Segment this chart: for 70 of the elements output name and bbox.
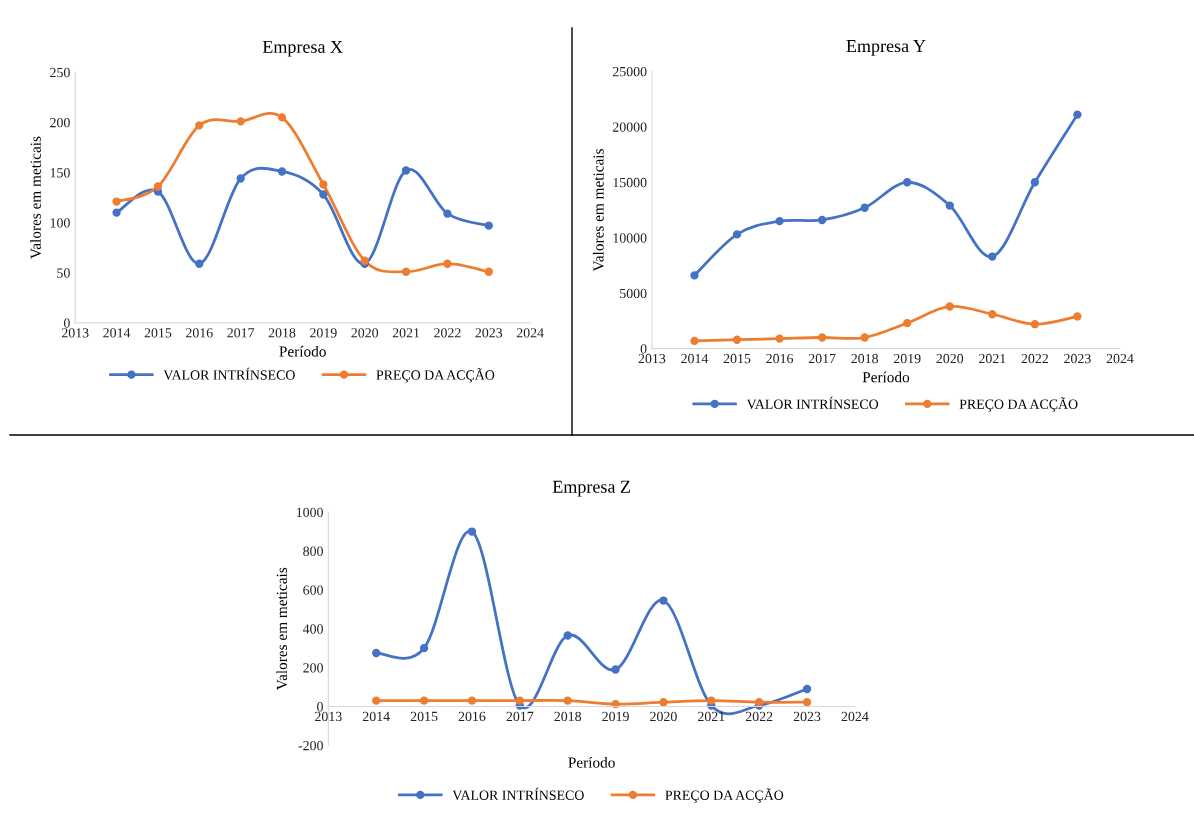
x-tick-label: 2016 (458, 711, 486, 722)
legend-label: VALOR INTRÍNSECO (452, 787, 584, 800)
legend-label: VALOR INTRÍNSECO (746, 396, 879, 409)
y-tick-label: 5000 (620, 288, 647, 299)
y-tick-label: 400 (302, 624, 323, 634)
x-tick-label: 2021 (698, 711, 725, 722)
x-tick-label: 2020 (650, 711, 677, 722)
chart-title: Empresa Z (552, 480, 630, 497)
y-tick-label: 150 (50, 168, 70, 178)
x-tick-label: 2017 (506, 711, 534, 722)
x-tick-label: 2023 (475, 328, 503, 338)
x-tick-label: 2016 (766, 353, 794, 364)
x-axis-title: Período (862, 371, 910, 383)
y-tick-label: 200 (303, 663, 323, 673)
x-tick-label: 2014 (362, 711, 390, 722)
y-tick-label: 200 (50, 117, 70, 128)
x-tick-label: 2020 (936, 353, 964, 364)
y-axis-title: Valores em meticais (592, 149, 604, 272)
x-tick-label: 2017 (808, 353, 836, 364)
x-tick-label: 2022 (745, 711, 773, 722)
y-axis-title: Valores em meticais (30, 136, 41, 259)
x-tick-label: 2023 (1064, 353, 1091, 364)
x-tick-label: 2020 (351, 328, 379, 338)
x-tick-label: 2019 (893, 353, 921, 364)
legend-label: PREÇO DA ACÇÃO (959, 397, 1078, 412)
y-axis-title: Valores em meticais (276, 567, 288, 691)
x-tick-label: 2017 (227, 328, 255, 338)
x-axis-title: Período (279, 345, 326, 357)
y-tick-label: 100 (50, 218, 70, 228)
x-tick-label: 2013 (638, 353, 666, 364)
y-tick-label: 0 (317, 702, 323, 712)
x-tick-label: 2021 (979, 353, 1006, 364)
x-tick-label: 2016 (186, 328, 213, 338)
x-tick-label: 2022 (1021, 353, 1048, 364)
chart-title: Empresa X (262, 40, 343, 57)
legend-label: PREÇO DA ACÇÃO (665, 788, 784, 803)
x-tick-label: 2019 (310, 328, 337, 338)
y-tick-label: 15000 (613, 177, 647, 188)
x-tick-label: 2024 (841, 711, 869, 722)
x-tick-label: 2024 (1106, 353, 1134, 364)
legend-label: PREÇO DA ACÇÃO (376, 367, 495, 383)
y-tick-label: 10000 (613, 233, 647, 243)
x-tick-label: 2018 (554, 711, 582, 722)
y-tick-label: 25000 (612, 66, 647, 77)
x-tick-label: 2014 (103, 328, 131, 338)
x-tick-label: 2015 (410, 711, 438, 722)
x-tick-label: 2015 (144, 328, 172, 338)
x-axis-title: Período (568, 756, 615, 768)
x-tick-label: 2021 (392, 328, 420, 338)
y-tick-label: 800 (303, 546, 323, 556)
y-tick-label: 20000 (612, 122, 647, 132)
x-tick-label: 2018 (268, 328, 296, 338)
x-tick-label: 2022 (434, 328, 461, 338)
y-tick-label: 0 (63, 318, 70, 328)
x-tick-label: 2024 (516, 328, 544, 338)
chart-title: Empresa Y (846, 40, 926, 56)
x-tick-label: 2019 (602, 711, 629, 722)
x-tick-label: 2013 (61, 328, 89, 338)
y-tick-label: -200 (298, 740, 323, 751)
x-tick-label: 2013 (315, 711, 342, 722)
x-tick-label: 2023 (793, 711, 821, 722)
y-tick-label: 250 (50, 67, 70, 78)
y-tick-label: 1000 (296, 507, 323, 518)
x-tick-label: 2014 (681, 353, 709, 364)
y-tick-label: 0 (640, 344, 647, 354)
y-tick-label: 50 (57, 268, 70, 278)
x-tick-label: 2018 (851, 353, 879, 364)
x-tick-label: 2015 (723, 353, 751, 364)
y-tick-label: 600 (303, 585, 323, 595)
legend-label: VALOR INTRÍNSECO (163, 367, 295, 380)
